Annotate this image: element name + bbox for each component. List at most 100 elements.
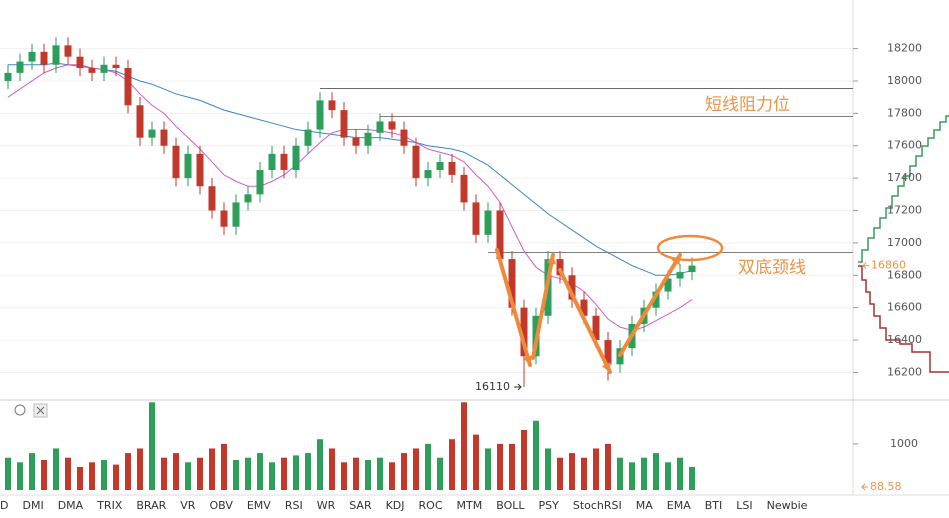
indicator-tab[interactable]: PSY [539, 499, 560, 512]
volume-bar [77, 466, 83, 490]
volume-bar [305, 453, 311, 490]
candle-body [16, 61, 24, 73]
candle-body [592, 315, 600, 341]
volume-bar [233, 460, 239, 490]
volume-bar [437, 457, 443, 490]
indicator-tab[interactable]: TRIX [96, 499, 123, 512]
indicator-tab[interactable]: OBV [209, 499, 233, 512]
indicator-tab[interactable]: DMA [58, 499, 84, 512]
indicator-tab[interactable]: DMI [22, 499, 43, 512]
volume-bar [473, 434, 479, 490]
current-price-label: 16860 [871, 259, 906, 272]
volume-bar [269, 462, 275, 490]
volume-bar [173, 453, 179, 490]
candle-body [196, 153, 204, 187]
indicator-tab[interactable]: BTI [705, 499, 723, 512]
volume-bar [401, 453, 407, 490]
volume-bar [41, 460, 47, 490]
candle-body [412, 145, 420, 179]
volume-bar [113, 464, 119, 490]
indicator-tab[interactable]: EMA [667, 499, 691, 512]
volume-bar [497, 443, 503, 490]
candle-body [364, 132, 372, 146]
candle-body [52, 45, 60, 65]
indicator-tab[interactable]: StochRSI [573, 499, 622, 512]
candle-body [124, 68, 132, 106]
candle-body [64, 45, 72, 57]
y-tick-label: 1000 [890, 437, 918, 450]
volume-bar [449, 439, 455, 490]
candle-body [448, 161, 456, 175]
annotation: 短线阻力位 [705, 95, 790, 115]
candle-body [664, 278, 672, 292]
indicator-tab[interactable]: KDJ [386, 499, 405, 512]
volume-arrow [861, 483, 868, 491]
volume-bar [101, 460, 107, 490]
indicator-tab[interactable]: D [0, 499, 8, 512]
candle-body [280, 153, 288, 171]
candle-body [208, 186, 216, 211]
candle-body [472, 202, 480, 235]
indicator-tab[interactable]: RSI [285, 499, 303, 512]
indicator-tab[interactable]: BOLL [496, 499, 525, 512]
volume-bar [413, 448, 419, 490]
volume-bar [677, 457, 683, 490]
y-tick-label: 16600 [887, 301, 922, 314]
indicator-tab[interactable]: EMV [247, 499, 271, 512]
y-tick-label: 16800 [887, 268, 922, 281]
candle-body [112, 64, 120, 69]
candle-body [88, 68, 96, 73]
indicator-tab[interactable]: SAR [349, 499, 372, 512]
candle-body [436, 161, 444, 171]
volume-bar [137, 448, 143, 490]
candle-body [40, 51, 48, 65]
y-tick-label: 17800 [887, 106, 922, 119]
indicator-tab[interactable]: MTM [457, 499, 483, 512]
candle-body [76, 56, 84, 69]
price-arrow [862, 262, 869, 269]
candle-body [292, 145, 300, 171]
volume-bar [509, 443, 515, 490]
indicator-tab[interactable]: BRAR [136, 499, 166, 512]
volume-bar [125, 453, 131, 490]
candle-body [328, 100, 336, 111]
volume-bar [689, 466, 695, 490]
volume-bar [665, 462, 671, 490]
volume-bar [281, 457, 287, 490]
ma-line [8, 62, 693, 276]
volume-bar [149, 402, 155, 490]
settings-icon[interactable] [14, 404, 26, 416]
candle-body [580, 299, 588, 316]
candle-body [4, 72, 12, 81]
volume-bar [317, 439, 323, 490]
candle-body [508, 259, 516, 308]
volume-bar [485, 448, 491, 490]
volume-bar [5, 457, 11, 490]
pattern-arrow [495, 248, 532, 367]
indicator-tab[interactable]: Newbie [767, 499, 808, 512]
volume-bar [593, 448, 599, 490]
candle-body [184, 153, 192, 179]
indicator-tab[interactable]: LSI [736, 499, 752, 512]
candle-body [268, 153, 276, 171]
depth-line [858, 265, 949, 373]
volume-bar [89, 462, 95, 490]
indicator-tab[interactable]: MA [636, 499, 653, 512]
indicator-tab[interactable]: VR [180, 499, 196, 512]
volume-bar [545, 448, 551, 490]
candle-body [688, 265, 696, 273]
indicator-tab[interactable]: WR [317, 499, 336, 512]
highlight-ellipse [656, 234, 724, 262]
ma-line [7, 64, 693, 331]
candle-body [520, 307, 528, 357]
candle-body [604, 340, 612, 365]
indicator-tab[interactable]: ROC [419, 499, 443, 512]
candle-body [244, 194, 252, 203]
volume-bar [161, 457, 167, 490]
volume-bar [629, 462, 635, 490]
depth-line [858, 115, 949, 263]
volume-bar [641, 457, 647, 490]
volume-bar [581, 457, 587, 490]
arrow-head [546, 255, 557, 265]
